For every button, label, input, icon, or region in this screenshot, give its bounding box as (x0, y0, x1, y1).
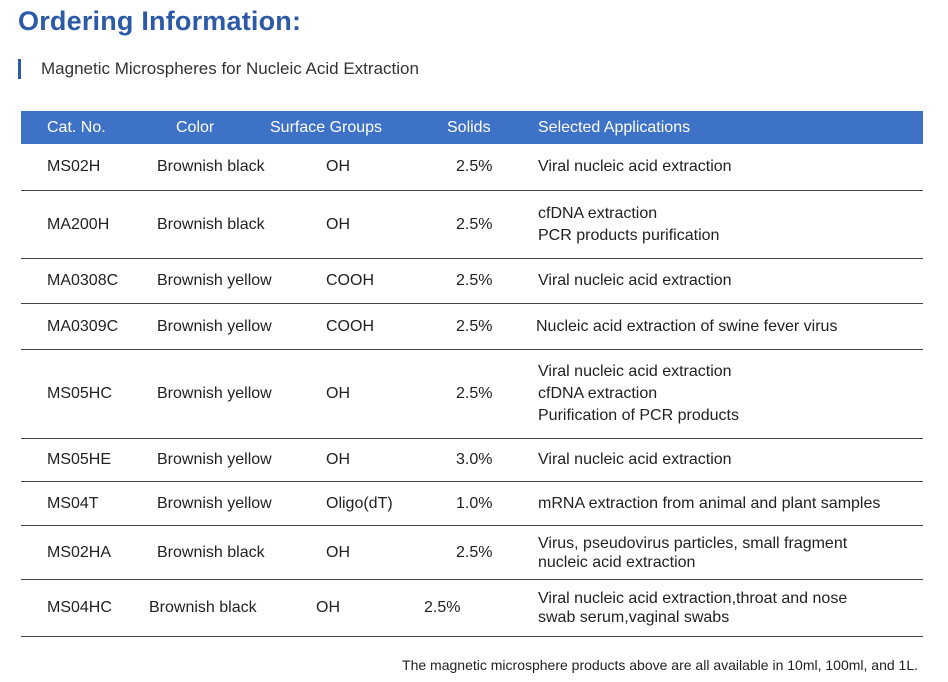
application-line: Purification of PCR products (538, 407, 739, 424)
application-line: Viral nucleic acid extraction,throat and… (538, 590, 848, 607)
color: Brownish yellow (157, 317, 272, 335)
header-applications: Selected Applications (538, 119, 691, 136)
table-header: Cat. No. Color Surface Groups Solids Sel… (21, 111, 923, 144)
application-line: Viral nucleic acid extraction (538, 158, 732, 175)
solids: 2.5% (456, 385, 493, 402)
solids: 2.5% (456, 272, 493, 289)
applications: Nucleic acid extraction of swine fever v… (536, 304, 837, 349)
surface-group: COOH (326, 272, 374, 289)
solids: 3.0% (456, 451, 493, 468)
header-solids: Solids (447, 119, 491, 136)
header-color: Color (176, 119, 215, 136)
header-cat-no: Cat. No. (47, 119, 106, 136)
application-line: Viral nucleic acid extraction (538, 363, 732, 380)
header-surface-groups: Surface Groups (270, 119, 383, 136)
page-title: Ordering Information: (18, 6, 302, 36)
table-row: MA200H Brownish black OH 2.5% cfDNA extr… (21, 191, 923, 259)
solids: 2.5% (456, 543, 493, 561)
color: Brownish yellow (157, 385, 272, 402)
cat-no: MS02H (47, 158, 101, 175)
applications: Viral nucleic acid extraction (538, 144, 732, 190)
table-row: MS05HE Brownish yellow OH 3.0% Viral nuc… (21, 439, 923, 482)
solids: 1.0% (456, 494, 493, 512)
application-line: Virus, pseudovirus particles, small frag… (538, 534, 848, 552)
solids: 2.5% (456, 317, 493, 335)
application-line: Viral nucleic acid extraction (538, 451, 732, 468)
ordering-table: Cat. No. Color Surface Groups Solids Sel… (21, 111, 923, 637)
color: Brownish black (157, 543, 265, 561)
cat-no: MS02HA (47, 543, 112, 561)
cat-no: MA0308C (47, 272, 119, 289)
surface-group: COOH (326, 317, 374, 335)
applications: Viral nucleic acid extraction (538, 259, 732, 303)
table-row: MS02H Brownish black OH 2.5% Viral nucle… (21, 144, 923, 191)
application-line: Viral nucleic acid extraction (538, 272, 732, 289)
application-line: Nucleic acid extraction of swine fever v… (536, 317, 838, 335)
application-line: cfDNA extraction (538, 204, 658, 222)
table-row: MS04HC Brownish black OH 2.5% Viral nucl… (21, 580, 923, 637)
solids: 2.5% (424, 599, 461, 616)
table-row: MS02HA Brownish black OH 2.5% Virus, pse… (21, 526, 923, 580)
applications: mRNA extraction from animal and plant sa… (538, 482, 880, 525)
cat-no: MS04HC (47, 599, 112, 616)
surface-group: OH (316, 599, 340, 616)
color: Brownish yellow (157, 451, 272, 468)
table-row: MA0308C Brownish yellow COOH 2.5% Viral … (21, 259, 923, 304)
accent-bar (18, 59, 21, 79)
applications: Viral nucleic acid extraction cfDNA extr… (538, 350, 739, 438)
table-row: MA0309C Brownish yellow COOH 2.5% Nuclei… (21, 304, 923, 350)
cat-no: MS05HE (47, 451, 112, 468)
surface-group: OH (326, 543, 350, 561)
cat-no: MS04T (47, 494, 99, 512)
surface-group: Oligo(dT) (326, 494, 393, 512)
applications: Viral nucleic acid extraction (538, 439, 732, 481)
color: Brownish yellow (157, 272, 272, 289)
applications: cfDNA extraction PCR products purificati… (538, 191, 719, 258)
table-row: MS04T Brownish yellow Oligo(dT) 1.0% mRN… (21, 482, 923, 526)
application-line: PCR products purification (538, 226, 720, 244)
color: Brownish black (149, 599, 257, 616)
solids: 2.5% (456, 215, 493, 233)
subtitle-text: Magnetic Microspheres for Nucleic Acid E… (41, 59, 419, 78)
table-row: MS05HC Brownish yellow OH 2.5% Viral nuc… (21, 350, 923, 439)
availability-note: The magnetic microsphere products above … (402, 657, 918, 673)
application-line: nucleic acid extraction (538, 553, 696, 571)
color: Brownish black (157, 158, 265, 175)
application-line: swab serum,vaginal swabs (538, 609, 730, 626)
color: Brownish yellow (157, 494, 272, 512)
surface-group: OH (326, 451, 350, 468)
surface-group: OH (326, 215, 350, 233)
application-line: cfDNA extraction (538, 385, 658, 402)
color: Brownish black (157, 215, 265, 233)
cat-no: MA200H (47, 215, 110, 233)
cat-no: MS05HC (47, 385, 112, 402)
surface-group: OH (326, 158, 350, 175)
solids: 2.5% (456, 158, 493, 175)
surface-group: OH (326, 385, 350, 402)
cat-no: MA0309C (47, 317, 119, 335)
section-subtitle: Magnetic Microspheres for Nucleic Acid E… (18, 58, 419, 80)
applications: Virus, pseudovirus particles, small frag… (538, 526, 847, 579)
application-line: mRNA extraction from animal and plant sa… (538, 494, 881, 512)
applications: Viral nucleic acid extraction,throat and… (538, 580, 847, 636)
